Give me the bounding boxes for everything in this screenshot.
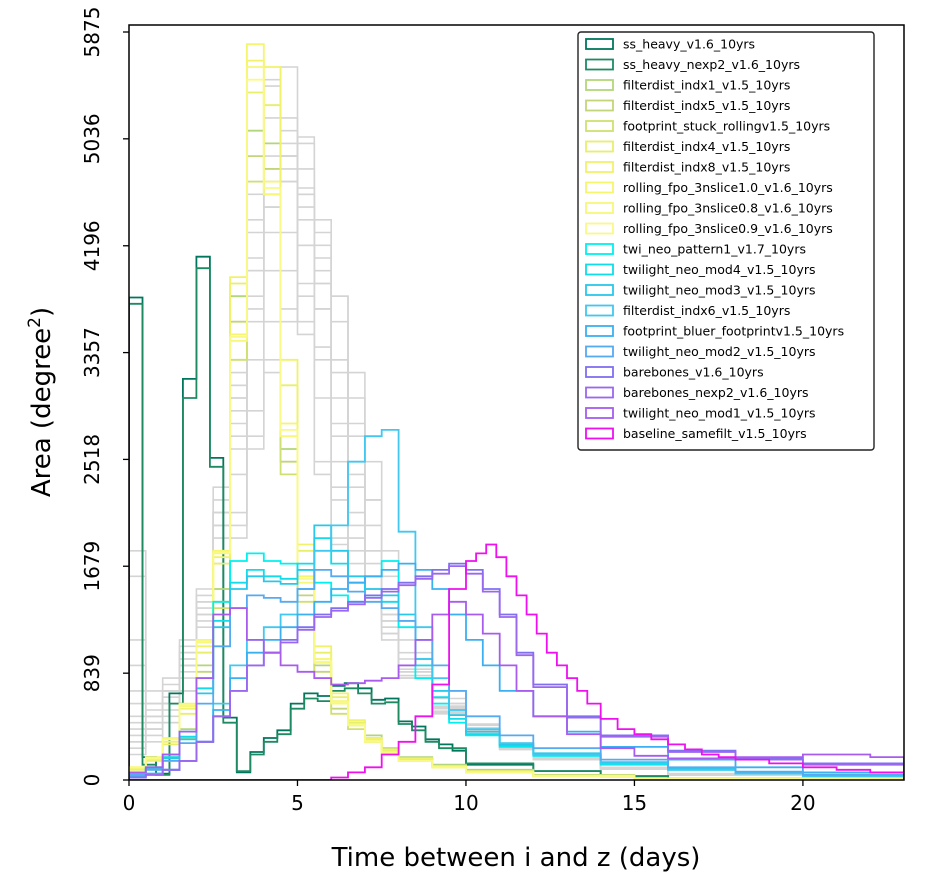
y-axis-label-close: ) bbox=[27, 307, 57, 317]
y-tick-label: 5036 bbox=[80, 113, 104, 164]
legend-swatch bbox=[585, 407, 614, 419]
legend-entry-label: ss_heavy_nexp2_v1.6_10yrs bbox=[623, 57, 800, 72]
y-tick-label: 839 bbox=[80, 654, 104, 692]
legend-swatch bbox=[585, 366, 614, 378]
y-tick-label: 0 bbox=[80, 774, 104, 787]
legend-swatch bbox=[585, 243, 614, 255]
histogram-series-19 bbox=[129, 543, 904, 780]
legend-entry-label: twi_neo_pattern1_v1.7_10yrs bbox=[623, 242, 806, 257]
x-axis-ticks: 0 5 10 15 20 bbox=[123, 780, 816, 815]
legend-entry-label: rolling_fpo_3nslice1.0_v1.6_10yrs bbox=[623, 180, 833, 195]
y-tick-label: 5875 bbox=[80, 7, 104, 58]
legend-entry-label: filterdist_indx8_v1.5_10yrs bbox=[623, 160, 790, 175]
legend-swatch bbox=[585, 386, 614, 399]
legend-entry-label: barebones_v1.6_10yrs bbox=[623, 365, 764, 380]
legend-entry-label: filterdist_indx5_v1.5_10yrs bbox=[623, 98, 790, 113]
y-axis-ticks: 0 839 1679 2518 3357 4196 5036 5875 bbox=[80, 7, 129, 787]
x-tick-label: 10 bbox=[453, 791, 478, 815]
legend: ss_heavy_v1.6_10yrs ss_heavy_nexp2_v1.6_1… bbox=[577, 31, 875, 451]
y-tick-label: 3357 bbox=[80, 327, 104, 378]
y-tick-label: 2518 bbox=[80, 434, 104, 485]
x-tick-label: 20 bbox=[790, 791, 815, 815]
legend-swatch bbox=[585, 161, 614, 173]
legend-swatch bbox=[585, 120, 614, 132]
highlighted-histograms bbox=[129, 43, 904, 780]
legend-entry-label: rolling_fpo_3nslice0.8_v1.6_10yrs bbox=[623, 201, 833, 216]
legend-swatch bbox=[585, 99, 614, 112]
histogram-series-6 bbox=[129, 59, 904, 780]
legend-swatch bbox=[585, 79, 614, 91]
legend-entry-label: footprint_stuck_rollingv1.5_10yrs bbox=[623, 119, 830, 134]
legend-swatch bbox=[585, 304, 614, 317]
legend-entry-label: twilight_neo_mod3_v1.5_10yrs bbox=[623, 283, 816, 298]
histogram-series-15 bbox=[129, 569, 904, 780]
plot-frame bbox=[128, 24, 905, 781]
legend-swatch bbox=[585, 202, 614, 214]
histogram-series-18 bbox=[129, 600, 904, 780]
y-tick-label: 4196 bbox=[80, 220, 104, 271]
legend-swatch bbox=[585, 427, 614, 440]
legend-swatch bbox=[585, 325, 614, 337]
x-tick-label: 5 bbox=[291, 791, 304, 815]
histogram-series-17 bbox=[129, 565, 904, 780]
legend-swatch bbox=[585, 222, 614, 235]
histogram-series-12 bbox=[129, 524, 904, 780]
legend-swatch bbox=[585, 38, 614, 50]
legend-entry-label: barebones_nexp2_v1.6_10yrs bbox=[623, 385, 809, 400]
y-axis-label: Area (degree2) bbox=[25, 307, 57, 497]
y-axis-label-main: Area (degree bbox=[27, 328, 57, 497]
legend-swatch bbox=[585, 263, 614, 276]
legend-swatch bbox=[585, 284, 614, 296]
legend-entry-label: filterdist_indx6_v1.5_10yrs bbox=[623, 303, 790, 318]
histogram-series-9 bbox=[129, 78, 904, 780]
legend-swatch bbox=[585, 140, 614, 153]
y-tick-label: 1679 bbox=[80, 541, 104, 592]
legend-entry-label: twilight_neo_mod1_v1.5_10yrs bbox=[623, 406, 816, 421]
x-tick-label: 0 bbox=[123, 791, 136, 815]
histogram-series-0 bbox=[129, 255, 904, 780]
legend-swatch bbox=[585, 58, 614, 71]
legend-entry-label: rolling_fpo_3nslice0.9_v1.6_10yrs bbox=[623, 221, 833, 236]
histogram-series-1 bbox=[129, 267, 904, 780]
x-axis-label: Time between i and z (days) bbox=[331, 843, 701, 873]
legend-entry-label: filterdist_indx4_v1.5_10yrs bbox=[623, 139, 790, 154]
legend-swatch bbox=[585, 181, 614, 194]
legend-entry-label: twilight_neo_mod4_v1.5_10yrs bbox=[623, 262, 816, 277]
legend-entry-label: twilight_neo_mod2_v1.5_10yrs bbox=[623, 344, 816, 359]
x-tick-label: 15 bbox=[622, 791, 647, 815]
legend-entry-label: ss_heavy_v1.6_10yrs bbox=[623, 37, 755, 52]
legend-entry-label: footprint_bluer_footprintv1.5_10yrs bbox=[623, 324, 844, 339]
legend-swatch bbox=[585, 345, 614, 358]
y-axis-label-superscript: 2 bbox=[25, 317, 45, 328]
legend-box bbox=[577, 31, 875, 451]
legend-entry-label: baseline_samefilt_v1.5_10yrs bbox=[623, 426, 807, 441]
legend-entry-label: filterdist_indx1_v1.5_10yrs bbox=[623, 78, 790, 93]
